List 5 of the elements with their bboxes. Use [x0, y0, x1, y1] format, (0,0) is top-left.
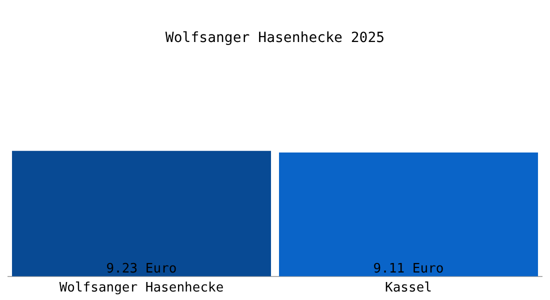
data-label: 9.11 Euro — [373, 261, 444, 276]
x-tick-label: Kassel — [385, 280, 432, 296]
data-label: 9.23 Euro — [106, 261, 177, 276]
x-tick-label: Wolfsanger Hasenhecke — [59, 280, 224, 296]
chart-title: Wolfsanger Hasenhecke 2025 — [165, 30, 385, 46]
